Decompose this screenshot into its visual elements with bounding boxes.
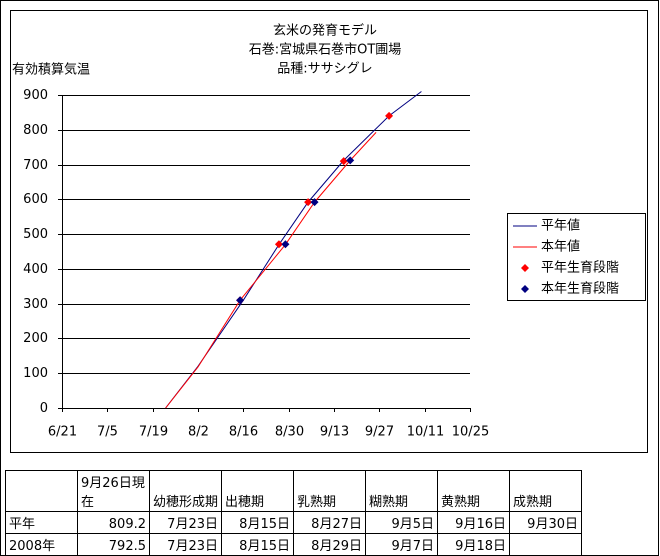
table-cell: 809.2 [77, 511, 150, 534]
table-cell: 9月26日現在 [77, 470, 150, 512]
chart-subtitle: 石巻:宮城県石巻市OT圃場 [249, 42, 402, 58]
chart-frame [10, 10, 648, 453]
stage-point [385, 111, 394, 120]
legend-marker [521, 264, 529, 272]
table-row: 平年 809.2 7月23日 8月15日 8月27日 9月5日 9月16日 9月30日 [5, 511, 582, 534]
x-tick-label: 10/11 [407, 425, 444, 440]
y-tick-label: 400 [23, 262, 48, 277]
x-tick-label: 10/25 [452, 425, 489, 440]
y-tick-label: 800 [23, 123, 48, 138]
x-tick-label: 7/5 [97, 425, 118, 440]
stage-point [304, 198, 313, 207]
stage-point [236, 296, 245, 305]
data-table: 9月26日現在 幼穂形成期 出穂期 乳熟期 糊熟期 黄熟期 成熟期 平年 809.2 7月23日 8… [5, 470, 582, 556]
table-cell: 792.5 [77, 533, 150, 556]
y-tick-label: 100 [23, 366, 48, 381]
table-cell: 8月27日 [293, 511, 366, 534]
table-cell: 2008年 [5, 533, 78, 556]
legend-label: 本年生育段階 [541, 281, 619, 297]
table-row: 9月26日現在 幼穂形成期 出穂期 乳熟期 糊熟期 黄熟期 成熟期 [5, 470, 582, 512]
stage-point [346, 156, 355, 165]
stage-point [339, 157, 348, 166]
y-tick-label: 200 [23, 331, 48, 346]
x-tick-label: 8/30 [275, 425, 304, 440]
x-tick-label: 8/2 [188, 425, 209, 440]
legend [507, 213, 646, 301]
chart-title: 玄米の発育モデル [273, 23, 377, 39]
table-cell: 9月5日 [365, 511, 438, 534]
stage-point [274, 240, 283, 249]
legend-label: 本年値 [541, 239, 580, 255]
y-tick-label: 600 [23, 192, 48, 207]
legend-label: 平年値 [541, 218, 580, 234]
y-tick-label: 500 [23, 227, 48, 242]
y-tick-label: 900 [23, 88, 48, 103]
x-tick-label: 9/13 [320, 425, 349, 440]
table-cell: 乳熟期 [293, 470, 366, 512]
table-cell: 7月23日 [149, 533, 222, 556]
table-cell [509, 533, 582, 556]
y-tick-label: 300 [23, 297, 48, 312]
y-axis-label: 有効積算気温 [12, 62, 90, 78]
table-cell: 7月23日 [149, 511, 222, 534]
table-cell: 成熟期 [509, 470, 582, 512]
table-cell: 糊熟期 [365, 470, 438, 512]
legend-label: 平年生育段階 [541, 260, 619, 276]
x-tick-label: 6/21 [48, 425, 77, 440]
table-cell: 8月15日 [221, 533, 294, 556]
x-tick-label: 8/16 [229, 425, 258, 440]
table-cell: 9月18日 [437, 533, 510, 556]
plot-area [62, 95, 470, 408]
table-cell: 出穂期 [221, 470, 294, 512]
table-cell: 平年 [5, 511, 78, 534]
table-cell: 9月16日 [437, 511, 510, 534]
table-cell [5, 470, 78, 512]
table-cell: 9月30日 [509, 511, 582, 534]
x-tick-label: 7/19 [139, 425, 168, 440]
table-cell: 8月15日 [221, 511, 294, 534]
y-tick-label: 700 [23, 158, 48, 173]
table-cell: 幼穂形成期 [149, 470, 222, 512]
stage-point [310, 198, 319, 207]
table-cell: 8月29日 [293, 533, 366, 556]
x-tick-label: 9/27 [365, 425, 394, 440]
table-cell: 9月7日 [365, 533, 438, 556]
table-row: 2008年 792.5 7月23日 8月15日 8月29日 9月7日 9月18日 [5, 533, 582, 556]
y-tick-label: 0 [40, 401, 48, 416]
stage-point [281, 240, 290, 249]
chart-subtitle: 品種:ササシグレ [277, 61, 372, 77]
legend-marker [521, 285, 529, 293]
table-cell: 黄熟期 [437, 470, 510, 512]
